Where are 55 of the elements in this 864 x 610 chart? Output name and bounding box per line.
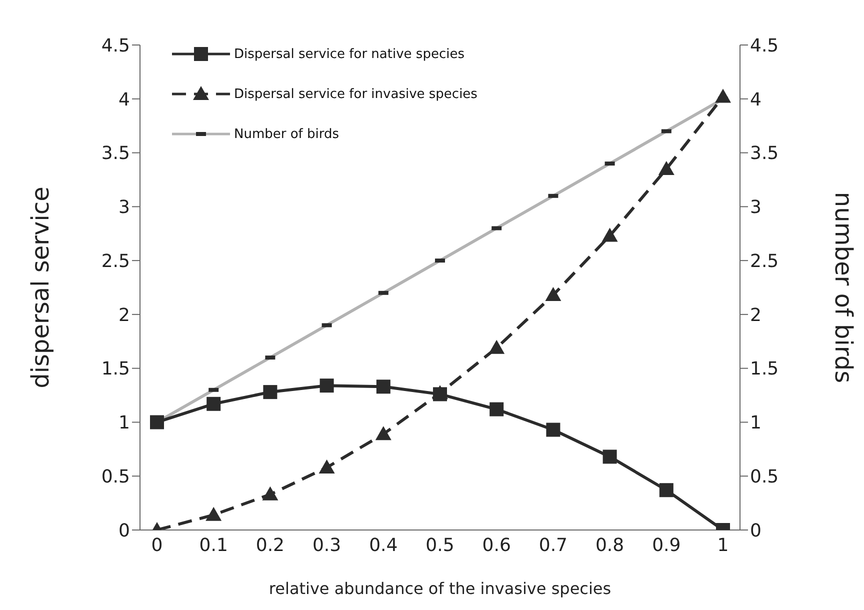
point — [375, 426, 392, 440]
point — [320, 378, 334, 393]
y-tick-label: 4.5 — [101, 35, 130, 56]
x-tick-label: 0.8 — [595, 534, 624, 556]
point — [490, 402, 504, 416]
y2-tick-label: 2.5 — [750, 250, 779, 272]
x-tick-label: 0.1 — [199, 534, 228, 556]
y-tick-label: 2 — [118, 304, 130, 326]
y-tick-label: 1 — [118, 412, 130, 434]
point — [150, 415, 164, 430]
y-tick-label: 2.5 — [101, 250, 130, 272]
x-tick-label: 0.2 — [256, 534, 285, 556]
y-tick-label: 0 — [118, 520, 130, 542]
x-tick-label: 0.7 — [538, 534, 568, 556]
x-tick-label: 0 — [151, 534, 163, 556]
y-tick-label: 3 — [118, 197, 130, 218]
point — [488, 340, 505, 354]
y2-tick-label: 0.5 — [750, 466, 779, 488]
point — [546, 422, 560, 437]
y-tick-label: 1.5 — [101, 358, 130, 380]
point — [658, 160, 674, 175]
legend-label: Dispersal service for invasive species — [234, 86, 478, 102]
x-tick-label: 0.4 — [369, 534, 398, 556]
y-axis-title: dispersal service — [26, 186, 55, 388]
point — [545, 287, 562, 302]
x-tick-label: 1 — [717, 534, 729, 556]
y-tick-label: 0.5 — [101, 466, 130, 488]
point — [262, 486, 278, 500]
y-tick-label: 3.5 — [101, 143, 130, 164]
y2-axis-title: number of birds — [829, 192, 858, 384]
y-tick-label: 4 — [118, 89, 130, 110]
point — [602, 228, 618, 242]
point — [206, 396, 221, 411]
legend-label: Dispersal service for native species — [234, 46, 464, 62]
x-tick-label: 0.6 — [482, 534, 511, 556]
x-tick-label: 0.5 — [426, 534, 454, 556]
y2-tick-label: 3 — [750, 197, 762, 218]
point — [659, 483, 674, 498]
point — [602, 450, 617, 464]
point — [318, 459, 335, 474]
y2-tick-label: 4 — [750, 89, 762, 110]
x-tick-label: 0.9 — [652, 534, 681, 556]
point — [206, 506, 222, 521]
y2-tick-label: 1 — [750, 412, 762, 434]
x-axis-title: relative abundance of the invasive species — [268, 579, 612, 598]
x-tick-label: 0.3 — [312, 534, 342, 556]
y2-tick-label: 3.5 — [750, 143, 779, 164]
point — [263, 385, 278, 400]
y2-tick-label: 2 — [750, 304, 762, 326]
y2-tick-label: 0 — [750, 520, 762, 542]
y2-tick-label: 4.5 — [750, 35, 779, 56]
point — [376, 380, 390, 394]
legend-label: Number of birds — [234, 126, 340, 142]
y2-tick-label: 1.5 — [750, 358, 779, 380]
point — [715, 88, 731, 103]
